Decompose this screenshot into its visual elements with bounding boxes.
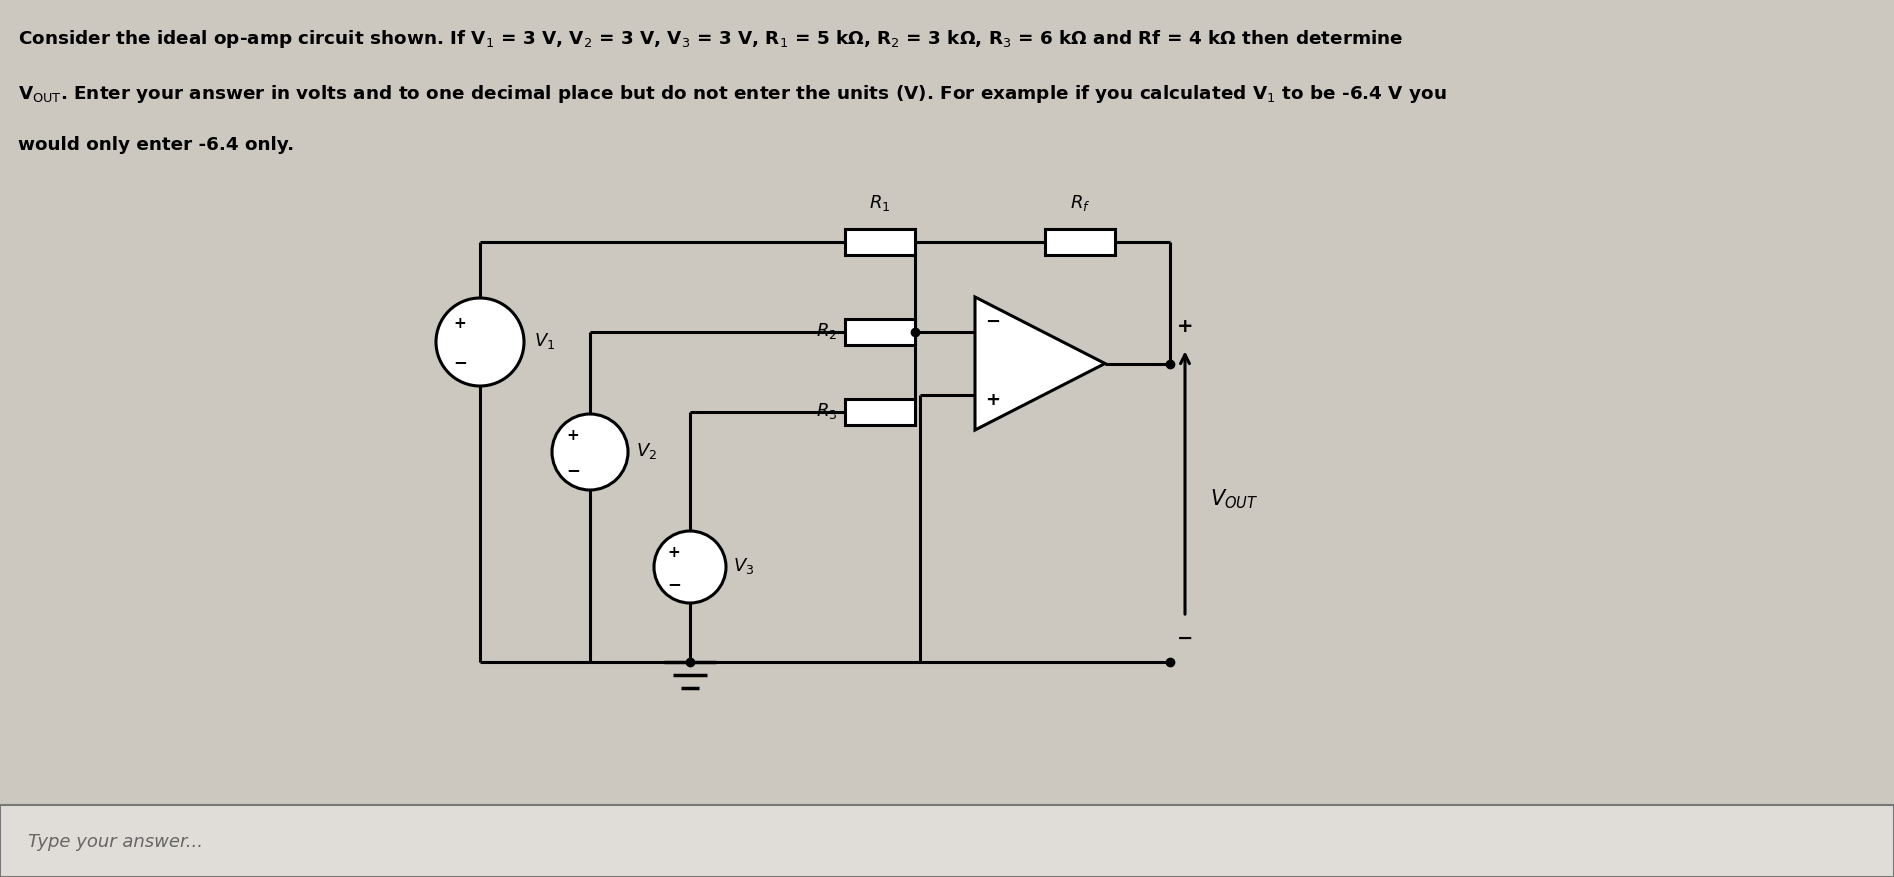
Text: −: − [667, 574, 682, 592]
Circle shape [436, 299, 525, 387]
Text: −: − [453, 353, 468, 371]
Text: +: + [566, 428, 580, 443]
Bar [845, 400, 915, 425]
Text: Consider the ideal op-amp circuit shown. If V$_1$ = 3 V, V$_2$ = 3 V, V$_3$ = 3 : Consider the ideal op-amp circuit shown.… [19, 28, 1403, 50]
Text: would only enter -6.4 only.: would only enter -6.4 only. [19, 136, 294, 153]
Circle shape [653, 531, 725, 603]
Text: +: + [985, 390, 1000, 409]
Bar [1045, 230, 1116, 256]
Text: V$_{\rm OUT}$. Enter your answer in volts and to one decimal place but do not en: V$_{\rm OUT}$. Enter your answer in volt… [19, 83, 1447, 105]
Bar [0, 805, 1894, 877]
Text: +: + [667, 545, 680, 560]
Text: $R_3$: $R_3$ [816, 401, 837, 420]
Polygon shape [975, 297, 1104, 431]
Bar [845, 230, 915, 256]
Text: $V_2$: $V_2$ [636, 440, 657, 460]
Text: $V_3$: $V_3$ [733, 555, 754, 575]
Text: $R_2$: $R_2$ [816, 321, 837, 340]
Text: $V_{OUT}$: $V_{OUT}$ [1210, 487, 1258, 510]
Text: −: − [566, 460, 580, 479]
Text: −: − [1176, 628, 1193, 646]
Text: −: − [985, 312, 1000, 331]
Text: $R_f$: $R_f$ [1070, 193, 1091, 213]
Text: $V_1$: $V_1$ [534, 331, 555, 351]
Bar [845, 319, 915, 346]
Text: $R_1$: $R_1$ [869, 193, 890, 213]
Circle shape [551, 415, 629, 490]
Text: Type your answer...: Type your answer... [28, 832, 203, 850]
Text: +: + [1176, 317, 1193, 336]
Text: +: + [455, 316, 466, 332]
